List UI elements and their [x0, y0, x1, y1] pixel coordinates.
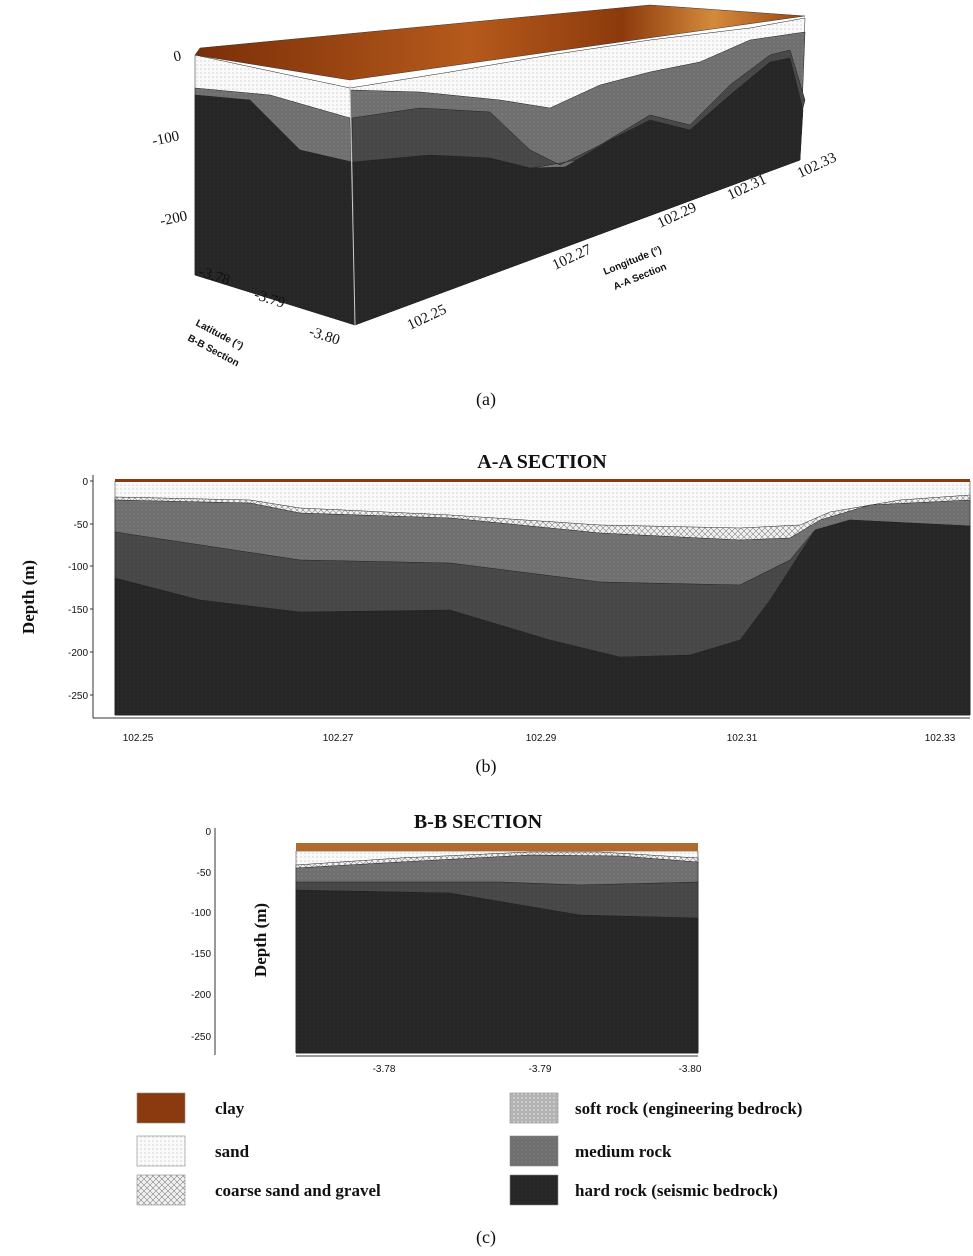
legend-label: clay	[215, 1099, 245, 1118]
legend-swatch	[136, 1092, 186, 1124]
legend-label: sand	[215, 1142, 250, 1161]
legend-swatch	[509, 1135, 559, 1167]
lon-tick-label: 102.25	[405, 302, 449, 334]
legend-label: medium rock	[575, 1142, 672, 1161]
hard-rock-layer	[114, 519, 971, 716]
legend-swatch	[509, 1092, 559, 1124]
lat-tick-label: -3.80	[307, 324, 342, 349]
y-tick-label: -200	[191, 990, 211, 1001]
title: A-A SECTION	[477, 451, 607, 473]
legend-swatch	[136, 1174, 186, 1206]
y-tick-label: -50	[74, 520, 89, 531]
y-label: Depth (m)	[251, 903, 270, 977]
title: B-B SECTION	[414, 811, 543, 833]
geology-layers	[92, 4, 971, 1057]
y-tick-label: -250	[68, 691, 88, 702]
hard-rock-layer	[352, 57, 804, 326]
x-tick-label: -3.80	[679, 1064, 702, 1075]
y-tick-label: -100	[191, 908, 211, 919]
legend-swatch	[136, 1135, 186, 1167]
caption: (c)	[476, 1227, 496, 1248]
y-tick-label: -150	[68, 605, 88, 616]
caption: (b)	[476, 756, 497, 777]
x-tick-label: 102.27	[323, 733, 354, 744]
edge	[349, 84, 356, 326]
y-tick-label: -200	[68, 648, 88, 659]
y-label: Depth (m)	[19, 560, 38, 634]
z-tick-label: -100	[151, 128, 181, 149]
x-tick-label: 102.31	[727, 733, 758, 744]
clay-layer	[296, 843, 698, 851]
clay-top	[194, 4, 806, 81]
x-tick-label: -3.79	[529, 1064, 552, 1075]
x-tick-label: 102.25	[123, 733, 154, 744]
y-tick-label: 0	[82, 477, 88, 488]
legend-label: soft rock (engineering bedrock)	[575, 1099, 802, 1118]
y-tick-label: -250	[191, 1032, 211, 1043]
x-tick-label: 102.29	[526, 733, 557, 744]
clay-layer	[115, 479, 970, 482]
z-tick-label: -200	[159, 208, 189, 229]
x-tick-label: 102.33	[925, 733, 956, 744]
z-tick-label: 0	[172, 48, 183, 65]
x-tick-label: -3.78	[373, 1064, 396, 1075]
legend-label: hard rock (seismic bedrock)	[575, 1181, 778, 1200]
hard-rock-layer	[295, 889, 699, 1054]
legend-swatch	[509, 1174, 559, 1206]
y-tick-label: -150	[191, 949, 211, 960]
legend-label: coarse sand and gravel	[215, 1181, 381, 1200]
y-tick-label: -50	[197, 868, 212, 879]
y-tick-label: -100	[68, 562, 88, 573]
y-tick-label: 0	[205, 827, 211, 838]
caption: (a)	[476, 389, 496, 410]
lon-tick-label: 102.33	[795, 150, 839, 182]
